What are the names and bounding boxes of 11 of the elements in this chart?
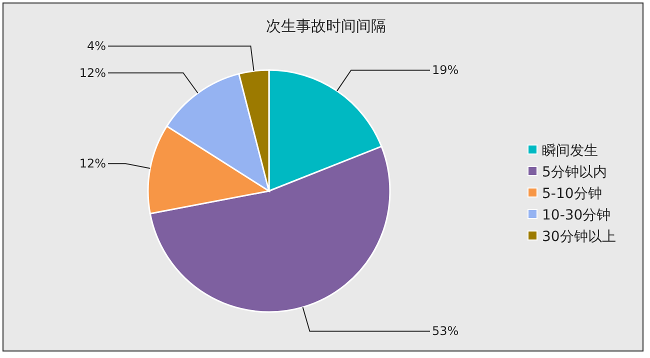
legend-label: 5-10分钟: [542, 186, 602, 202]
data-label: 53%: [432, 324, 459, 338]
legend-label: 10-30分钟: [542, 208, 611, 224]
chart-title: 次生事故时间间隔: [266, 17, 386, 35]
legend-label: 5分钟以内: [542, 164, 607, 180]
data-label: 12%: [79, 156, 106, 171]
data-label: 4%: [86, 39, 106, 54]
data-label: 19%: [432, 63, 459, 78]
legend-label: 30分钟以上: [542, 229, 616, 245]
legend-label: 瞬间发生: [542, 143, 598, 159]
data-label: 12%: [79, 66, 106, 80]
